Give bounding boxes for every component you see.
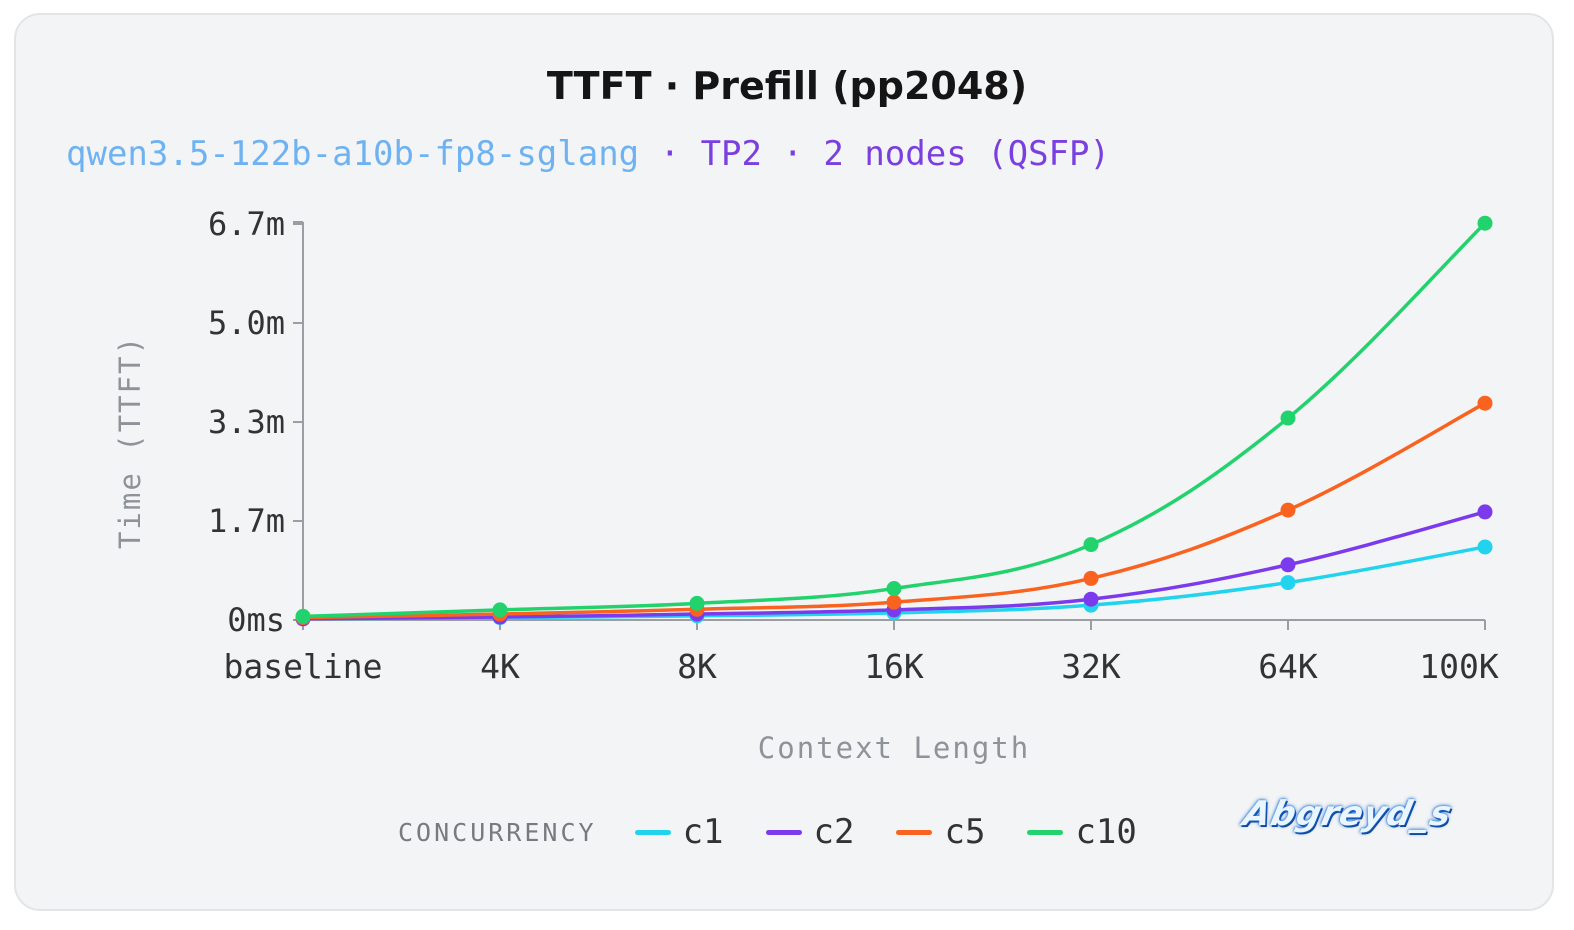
x-tick-label: 32K <box>1061 647 1121 686</box>
data-point-c5 <box>1083 570 1099 586</box>
x-axis-title: Context Length <box>758 731 1030 765</box>
data-point-c10 <box>886 581 902 597</box>
legend-label-c10: c10 <box>1075 812 1137 852</box>
data-point-c5 <box>886 594 902 610</box>
data-point-c10 <box>1477 215 1493 231</box>
y-tick-label: 3.3m <box>208 403 285 441</box>
data-point-c1 <box>1280 575 1296 591</box>
x-tick-label: 100K <box>1419 647 1499 686</box>
x-tick-label: 4K <box>480 647 520 686</box>
y-tick-label: 5.0m <box>208 304 285 342</box>
data-point-c5 <box>1477 395 1493 411</box>
data-point-c2 <box>1477 504 1493 520</box>
data-point-c10 <box>689 595 705 611</box>
legend-item-c1[interactable]: c1 <box>634 812 724 852</box>
subtitle-config: · TP2 · 2 nodes (QSFP) <box>639 134 1110 174</box>
y-tick-label: 1.7m <box>208 502 285 540</box>
series-line-c10 <box>301 221 1487 619</box>
y-tick-label: 6.7m <box>208 205 285 243</box>
legend-swatch-c1 <box>634 829 671 835</box>
legend-swatch-c2 <box>765 829 802 835</box>
legend-swatch-c10 <box>1027 829 1064 835</box>
y-tick-label: 0ms <box>227 601 285 639</box>
legend-item-c5[interactable]: c5 <box>896 812 985 852</box>
legend-label-c2: c2 <box>813 812 855 852</box>
x-tick-label: baseline <box>224 647 383 686</box>
legend-swatch-c5 <box>896 829 933 835</box>
legend-label-c1: c1 <box>682 812 724 852</box>
chart-title: TTFT · Prefill (pp2048) <box>546 64 1028 108</box>
legend-item-c10[interactable]: c10 <box>1027 812 1137 852</box>
legend-label-c5: c5 <box>944 812 986 852</box>
chart-subtitle: qwen3.5-122b-a10b-fp8-sglang · TP2 · 2 n… <box>66 134 1110 174</box>
x-tick-label: 8K <box>677 647 717 686</box>
x-tick-label: 64K <box>1258 647 1318 686</box>
data-point-c10 <box>1083 537 1099 553</box>
watermark-logo: Abgreyd_s <box>1239 794 1456 834</box>
data-point-c5 <box>1280 502 1296 518</box>
data-point-c2 <box>1083 591 1099 607</box>
data-point-c10 <box>1280 410 1296 426</box>
data-point-c1 <box>1477 539 1493 555</box>
legend-title: CONCURRENCY <box>398 817 597 847</box>
x-tick-label: 16K <box>864 647 924 686</box>
legend-item-c2[interactable]: c2 <box>765 812 855 852</box>
data-point-c10 <box>295 608 311 624</box>
subtitle-model: qwen3.5-122b-a10b-fp8-sglang <box>66 134 640 174</box>
legend: CONCURRENCY c1 c2 c5 c10 <box>398 812 1179 852</box>
chart-card <box>14 13 1554 911</box>
data-point-c2 <box>1280 557 1296 573</box>
data-point-c10 <box>492 602 508 618</box>
y-axis-title: Time (TTFT) <box>113 335 147 549</box>
